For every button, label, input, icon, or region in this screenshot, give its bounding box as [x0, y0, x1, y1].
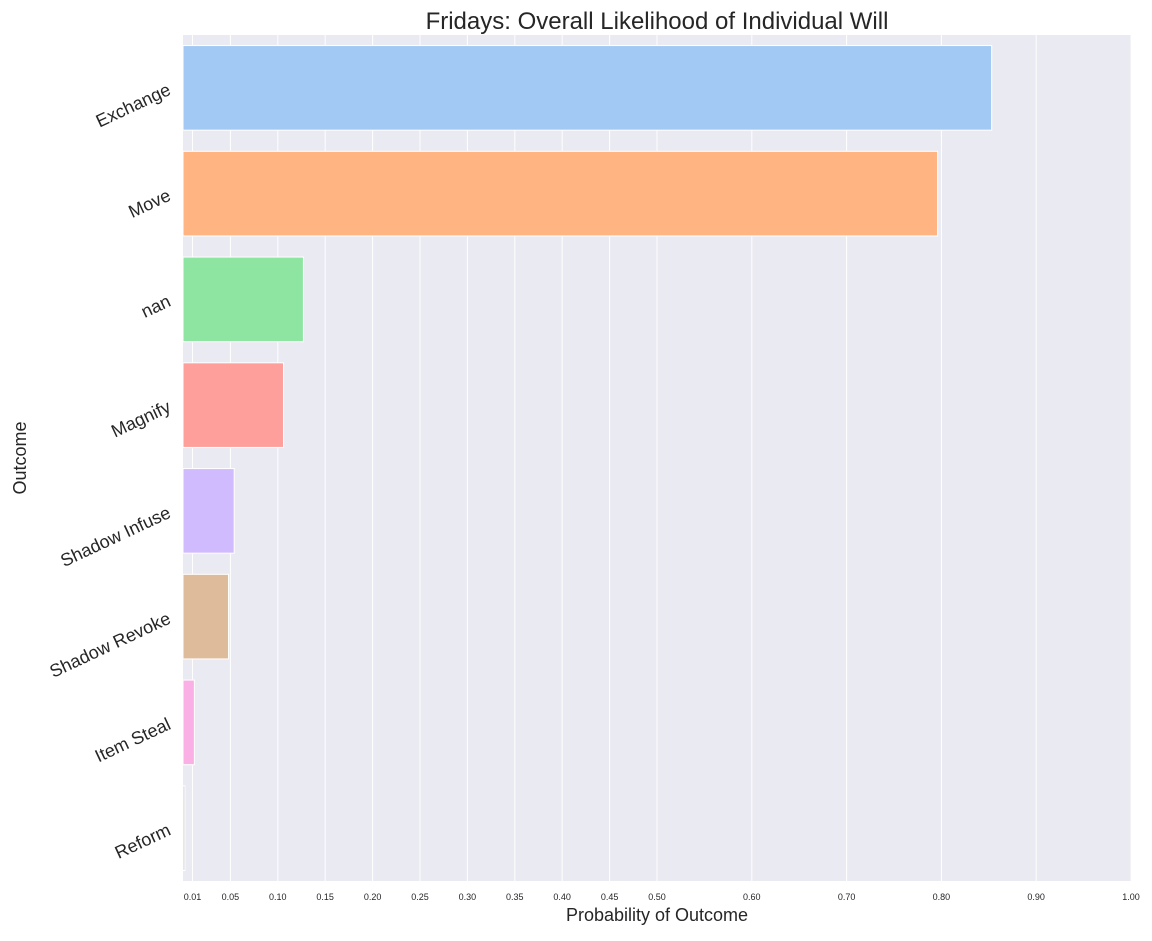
- x-tick-label: 0.30: [459, 892, 477, 902]
- y-tick-label: nan: [138, 291, 174, 322]
- bar-exchange: [182, 45, 993, 131]
- x-tick-label: 1.00: [1122, 892, 1140, 902]
- x-tick-label: 0.15: [316, 892, 334, 902]
- y-tick-label: Move: [125, 185, 173, 222]
- x-tick-label: 0.20: [364, 892, 382, 902]
- x-tick-label: 0.50: [648, 892, 666, 902]
- x-tick-label: 0.25: [411, 892, 429, 902]
- x-tick-label: 0.40: [553, 892, 571, 902]
- x-tick-label: 0.80: [933, 892, 951, 902]
- x-tick-label: 0.45: [601, 892, 619, 902]
- chart-title: Fridays: Overall Likelihood of Individua…: [426, 8, 889, 35]
- bar-move: [182, 150, 939, 237]
- x-tick-label: 0.01: [184, 892, 202, 902]
- x-tick-label: 0.10: [269, 892, 287, 902]
- bar-shadow-infuse: [182, 468, 235, 554]
- bar-item-steal: [182, 679, 195, 766]
- y-tick-labels: Exchange Move nan Magnify Shadow Infuse Shado…: [46, 79, 173, 862]
- x-tick-label: 0.90: [1027, 892, 1045, 902]
- y-axis-label: Outcome: [10, 421, 30, 494]
- y-tick-label: Shadow Infuse: [57, 502, 173, 570]
- x-tick-labels: 0.01 0.05 0.10 0.15 0.20 0.25 0.30 0.35 0.40 0.45…: [184, 892, 1140, 902]
- x-axis-label: Probability of Outcome: [566, 905, 748, 925]
- bar-shadow-revoke: [182, 573, 230, 660]
- y-tick-label: Reform: [112, 820, 174, 863]
- y-tick-label: Shadow Revoke: [46, 608, 173, 682]
- x-tick-label: 0.05: [222, 892, 240, 902]
- bar-reform: [182, 785, 186, 871]
- bar-magnify: [182, 362, 284, 448]
- bars: [182, 45, 993, 871]
- y-tick-label: Exchange: [93, 79, 174, 131]
- y-tick-label: Magnify: [108, 397, 174, 442]
- y-tick-label: Item Steal: [92, 714, 174, 766]
- x-tick-label: 0.60: [743, 892, 761, 902]
- bar-nan: [182, 256, 304, 343]
- x-tick-label: 0.70: [838, 892, 856, 902]
- x-tick-label: 0.35: [506, 892, 524, 902]
